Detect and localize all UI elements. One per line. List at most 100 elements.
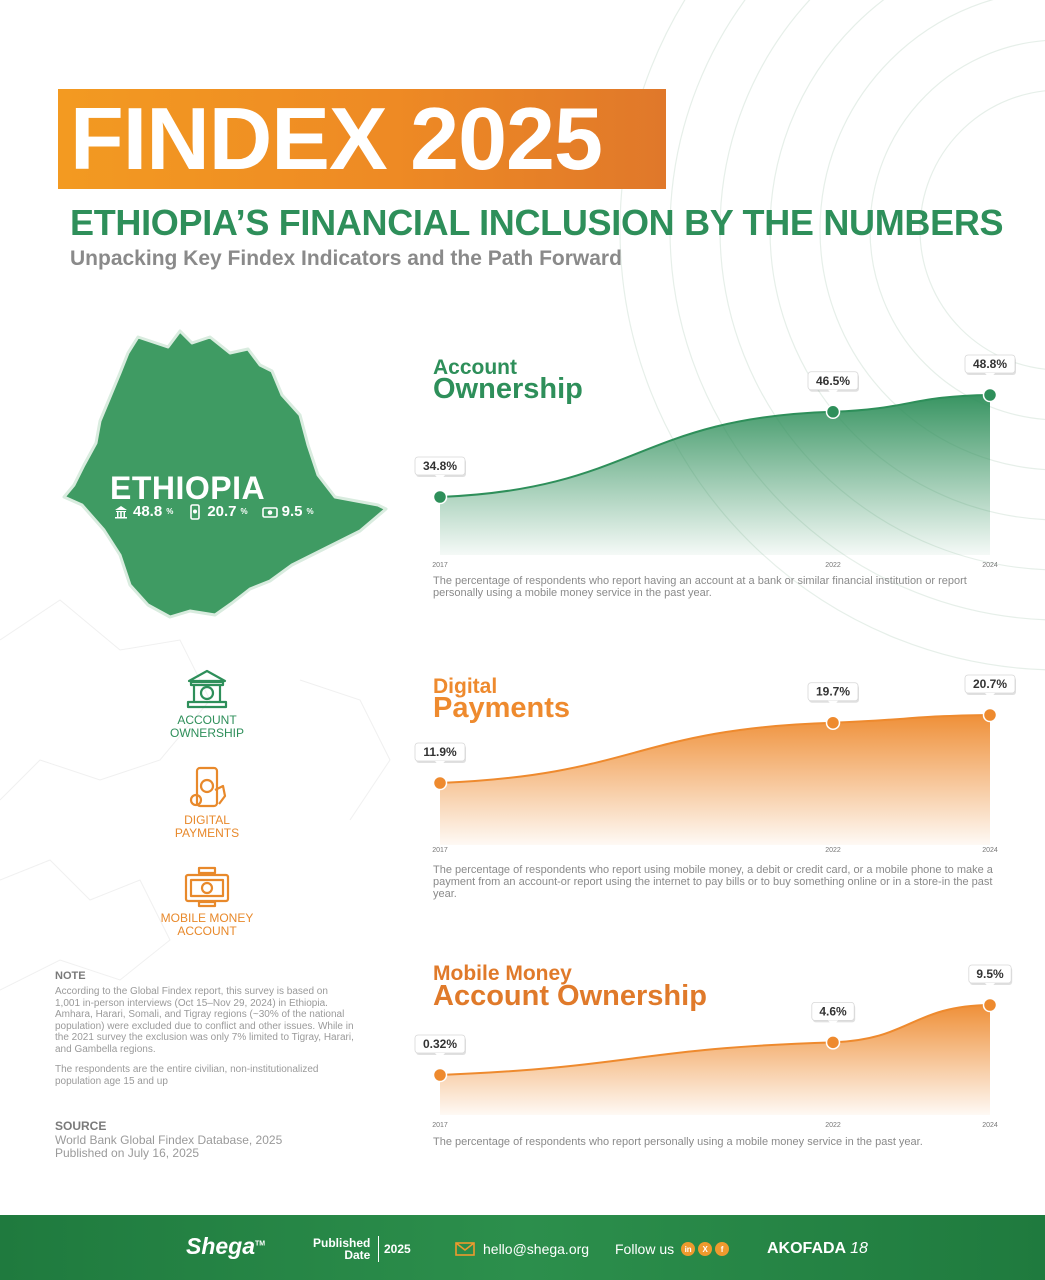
data-label: 48.8%	[964, 354, 1016, 379]
series-area	[440, 1005, 990, 1115]
source-line: World Bank Global Findex Database, 2025	[55, 1133, 283, 1147]
svg-text:9.5%: 9.5%	[976, 967, 1004, 981]
data-label: 46.5%	[807, 371, 859, 396]
x-tick-label: 2024	[982, 847, 998, 854]
svg-text:20.7%: 20.7%	[973, 677, 1007, 691]
bank-icon	[186, 669, 228, 709]
note-text: According to the Global Findex report, t…	[55, 986, 354, 1055]
svg-text:46.5%: 46.5%	[816, 374, 850, 388]
data-point	[825, 715, 841, 730]
legend-label-line1: ACCOUNT	[177, 713, 237, 727]
data-point	[825, 404, 841, 420]
chart-digital-description: The percentage of respondents who report…	[433, 864, 993, 900]
linkedin-icon[interactable]: in	[681, 1242, 696, 1256]
svg-text:11.9%: 11.9%	[423, 745, 457, 759]
x-tick-label: 2022	[825, 847, 841, 854]
phone-payment-icon	[189, 766, 227, 808]
chart-mobile-title-line1: Mobile Money	[433, 962, 572, 985]
data-point	[825, 1035, 841, 1050]
map-stat-unit: %	[166, 507, 174, 516]
footer-email-text[interactable]: hello@shega.org	[483, 1241, 590, 1257]
map-stats: 48.8% 20.7% 9.5%	[113, 503, 314, 520]
series-line	[439, 394, 991, 498]
x-tick-label: 2024	[982, 562, 998, 569]
legend-label-line1: DIGITAL	[184, 813, 230, 827]
svg-text:48.8%: 48.8%	[973, 357, 1007, 371]
footer: ShegaTM Published Date 2025 hello@shega.…	[0, 1215, 1045, 1280]
svg-text:4.6%: 4.6%	[819, 1004, 847, 1018]
chart-mobile-description: The percentage of respondents who report…	[433, 1136, 923, 1148]
page-title: FINDEX 2025	[70, 89, 603, 188]
footer-email[interactable]: hello@shega.org	[455, 1241, 589, 1257]
ethiopia-map	[62, 329, 388, 619]
map-stat-unit: %	[240, 507, 248, 516]
map-stat-value: 20.7	[207, 503, 237, 520]
data-label: 20.7%	[964, 674, 1016, 699]
data-point	[982, 707, 998, 723]
footer-logo-text: Shega	[186, 1233, 256, 1259]
page-subtitle: ETHIOPIA’S FINANCIAL INCLUSION BY THE NU…	[70, 202, 1004, 243]
footer-published-line2: Date	[344, 1248, 371, 1262]
data-label: 0.32%	[414, 1034, 466, 1059]
chart-account-title-line2: Ownership	[433, 373, 583, 405]
legend-digital-payments: DIGITAL PAYMENTS	[137, 766, 277, 840]
facebook-icon[interactable]: f	[715, 1242, 730, 1256]
data-point	[432, 489, 448, 505]
footer-published: Published Date	[313, 1237, 370, 1261]
source-heading: SOURCE	[55, 1119, 107, 1133]
footer-year: 2025	[384, 1242, 411, 1256]
map-stat-digital: 20.7%	[187, 503, 248, 520]
source-line: Published on July 16, 2025	[55, 1146, 200, 1160]
map-country-name: ETHIOPIA	[110, 470, 266, 506]
x-icon[interactable]: X	[698, 1242, 713, 1256]
footer-follow-label: Follow us	[615, 1241, 675, 1257]
map-stat-value: 9.5	[281, 503, 303, 520]
legend-label-line1: MOBILE MONEY	[160, 911, 254, 925]
note-text-respondents: The respondents are the entire civilian,…	[55, 1064, 319, 1087]
series-line	[439, 714, 991, 784]
legend-label-line2: OWNERSHIP	[169, 726, 244, 740]
x-tick-label: 2017	[432, 847, 448, 854]
footer-brand: AKOFADA 18	[767, 1240, 868, 1258]
series-area	[440, 715, 990, 845]
footer-follow: Follow us in X f	[615, 1241, 730, 1257]
map-stat-account: 48.8%	[113, 503, 173, 520]
money-icon	[184, 866, 230, 908]
svg-text:19.7%: 19.7%	[816, 685, 850, 699]
mail-icon	[455, 1242, 475, 1256]
footer-logo: ShegaTM	[186, 1233, 265, 1260]
x-tick-label: 2017	[432, 562, 448, 569]
bank-icon	[115, 505, 127, 518]
note-heading: NOTE	[55, 970, 86, 982]
chart-mobile-title-line2: Account Ownership	[433, 980, 707, 1012]
legend-label-line2: ACCOUNT	[177, 924, 237, 938]
chart-digital-title-line1: Digital	[433, 675, 498, 698]
source-text: World Bank Global Findex Database, 2025 …	[55, 1134, 355, 1160]
map-stat-value: 48.8	[133, 503, 163, 520]
digital-payments-chart: 11.9% 2017 19.7% 2022 20.7% 2024	[414, 674, 1016, 854]
legend-label-line2: PAYMENTS	[174, 826, 240, 840]
map-stat-unit: %	[306, 507, 314, 516]
map-stat-mobile-money: 9.5%	[261, 503, 314, 520]
x-tick-label: 2017	[432, 1122, 448, 1129]
svg-text:0.32%: 0.32%	[423, 1037, 457, 1051]
footer-brand-name: AKOFADA	[767, 1240, 847, 1257]
data-label: 34.8%	[414, 456, 466, 481]
page-tagline: Unpacking Key Findex Indicators and the …	[70, 247, 622, 270]
x-tick-label: 2022	[825, 562, 841, 569]
legend-mobile-money-account: MOBILE MONEY ACCOUNT	[137, 866, 277, 938]
chart-account-description: The percentage of respondents who report…	[433, 575, 967, 599]
title-banner: FINDEX 2025	[58, 89, 666, 189]
x-tick-label: 2024	[982, 1122, 998, 1129]
chart-account-title-line1: Account	[433, 356, 517, 379]
data-point	[432, 775, 448, 791]
series-line	[439, 1004, 991, 1076]
footer-published-line1: Published	[313, 1236, 371, 1250]
footer-logo-tm: TM	[255, 1240, 266, 1248]
data-label: 11.9%	[414, 742, 466, 767]
account-ownership-chart: 34.8% 2017 46.5% 2022 48.8% 2024	[414, 354, 1016, 569]
svg-text:34.8%: 34.8%	[423, 459, 457, 473]
mobile-money-chart: 0.32% 2017 4.6% 2022 9.5% 2024	[414, 964, 1013, 1129]
money-icon	[261, 506, 278, 518]
